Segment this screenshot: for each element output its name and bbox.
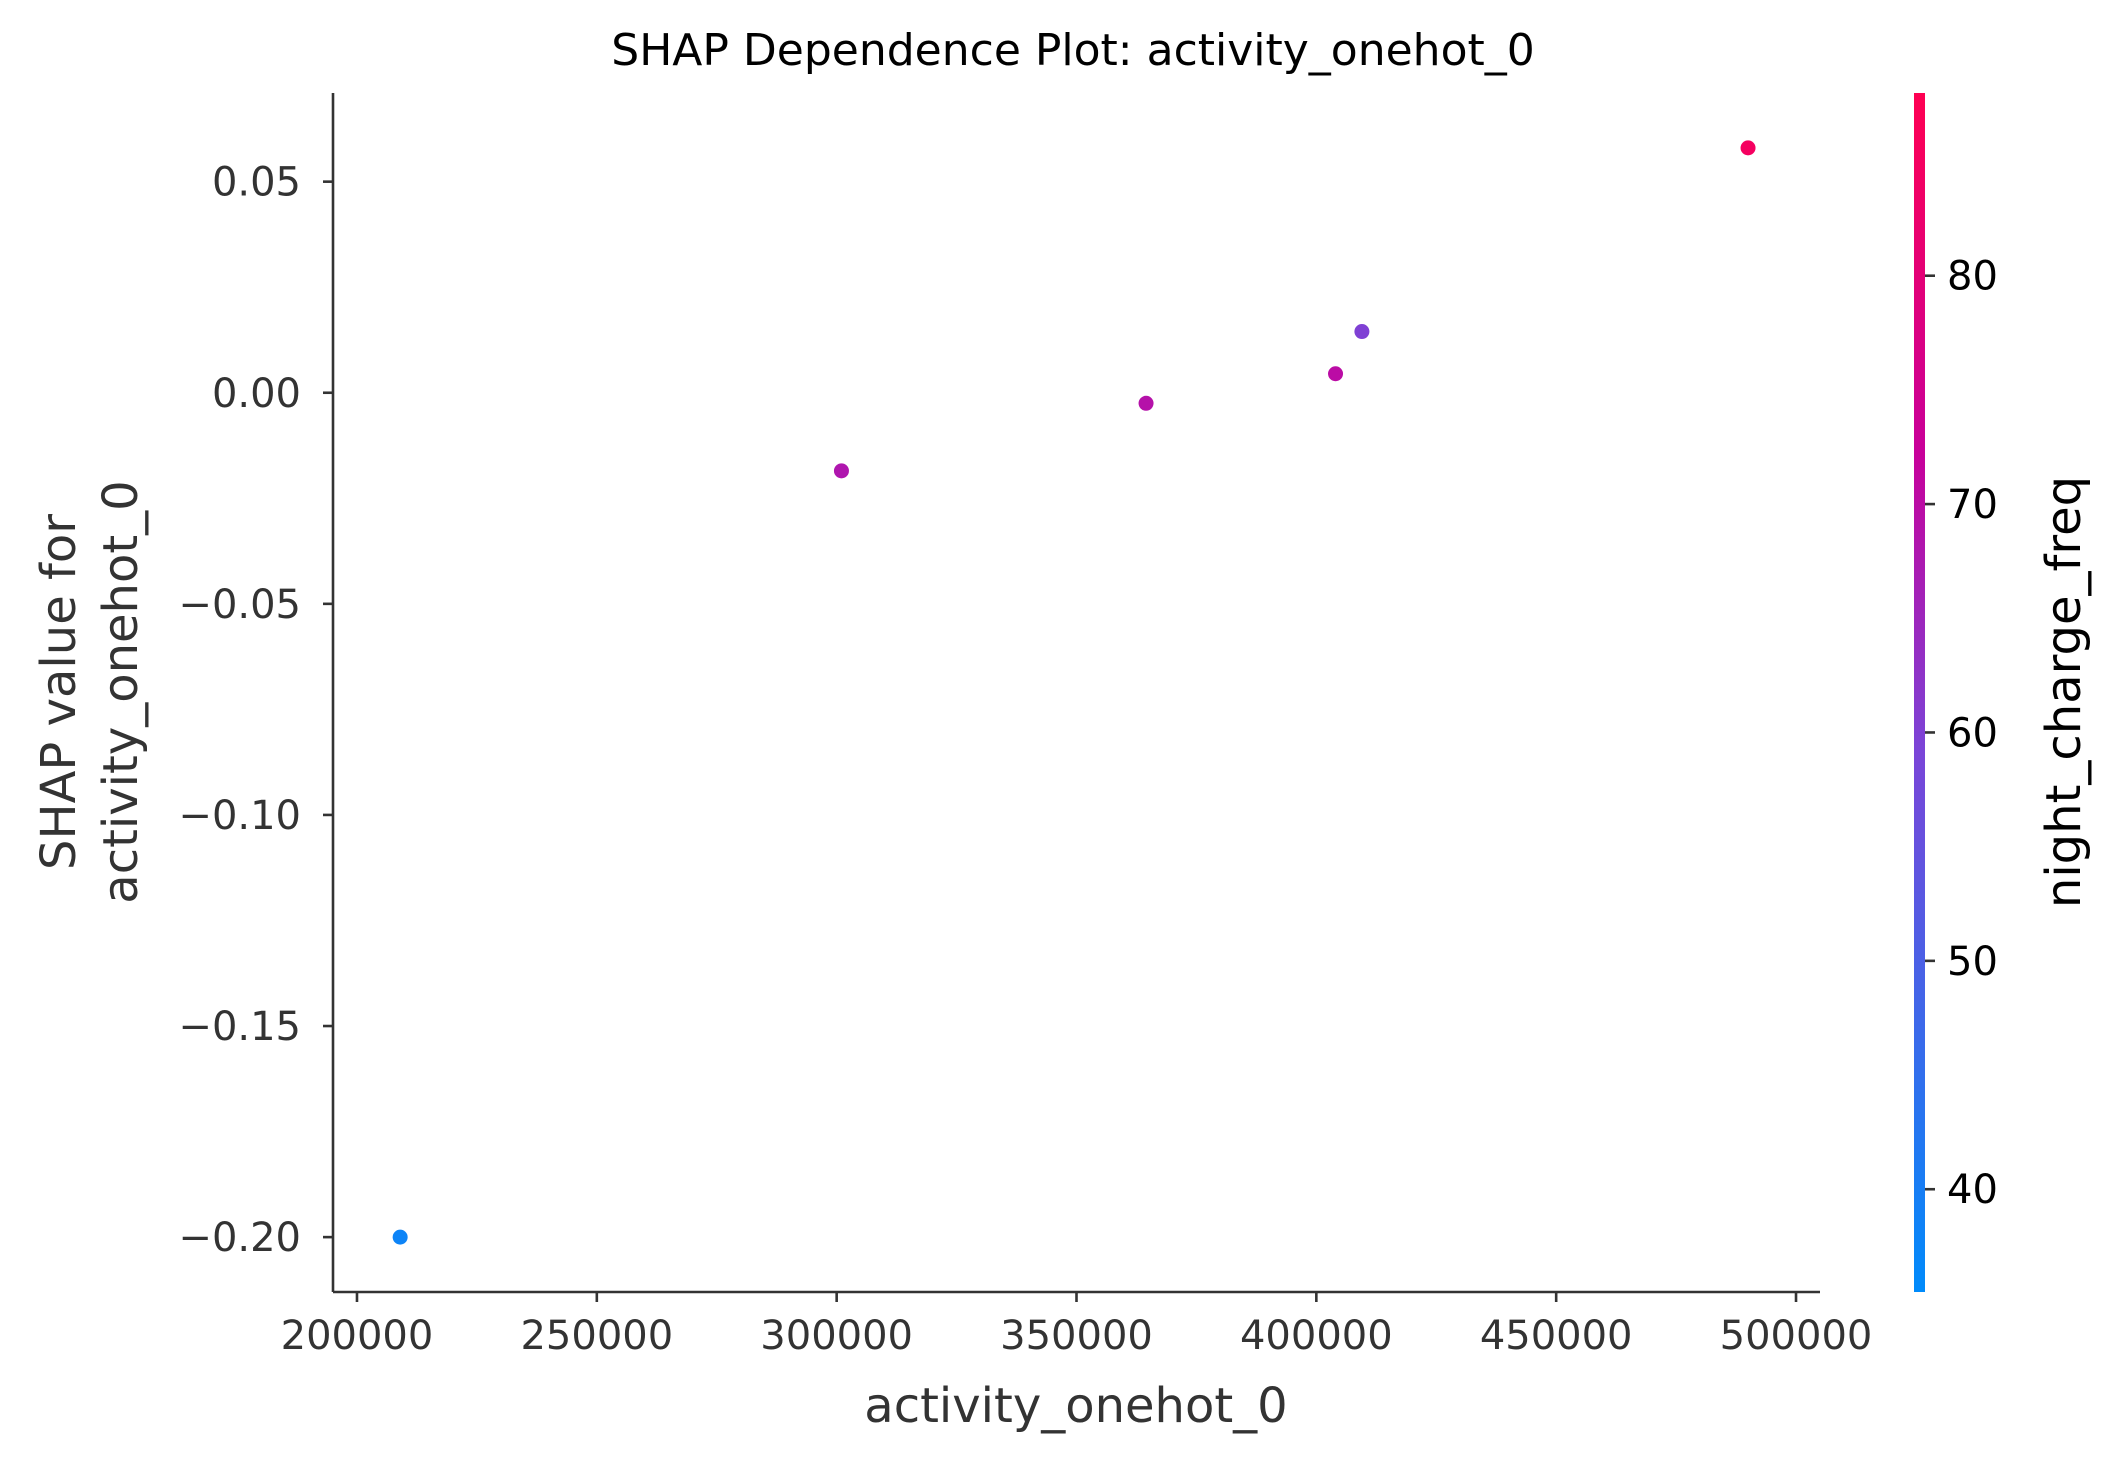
y-tick-label: −0.20 bbox=[178, 1215, 301, 1261]
x-tick-label: 200000 bbox=[281, 1313, 434, 1359]
y-tick-label: 0.00 bbox=[212, 371, 301, 417]
colorbar-tick-label: 60 bbox=[1947, 710, 1998, 756]
x-tick-label: 250000 bbox=[520, 1313, 673, 1359]
y-axis-label: SHAP value for activity_onehot_0 bbox=[31, 480, 149, 903]
colorbar-tick-label: 50 bbox=[1947, 939, 1998, 985]
colorbar-tick-label: 80 bbox=[1947, 254, 1998, 300]
colorbar-tick-label: 70 bbox=[1947, 482, 1998, 528]
x-tick-label: 500000 bbox=[1720, 1313, 1873, 1359]
y-tick-label: −0.15 bbox=[178, 1004, 301, 1050]
scatter-points bbox=[392, 140, 1756, 1245]
chart-title: SHAP Dependence Plot: activity_onehot_0 bbox=[611, 25, 1534, 76]
scatter-point bbox=[1354, 324, 1370, 340]
x-tick-label: 450000 bbox=[1480, 1313, 1633, 1359]
colorbar-tick-label: 40 bbox=[1947, 1167, 1998, 1213]
scatter-point bbox=[1740, 140, 1756, 156]
x-tick-label: 400000 bbox=[1240, 1313, 1393, 1359]
scatter-point bbox=[392, 1229, 408, 1245]
y-tick-label: 0.05 bbox=[212, 160, 301, 206]
y-tick-label: −0.10 bbox=[178, 793, 301, 839]
x-axis-ticks: 200000 250000 300000 350000 400000 450000 5000… bbox=[281, 1292, 1873, 1359]
colorbar bbox=[1914, 93, 1925, 1292]
x-axis-label: activity_onehot_0 bbox=[864, 1378, 1287, 1434]
y-axis-label-line-2: activity_onehot_0 bbox=[93, 480, 149, 903]
scatter-point bbox=[833, 463, 849, 479]
colorbar-label: night_charge_freq bbox=[2036, 476, 2092, 908]
scatter-point bbox=[1138, 395, 1154, 411]
y-axis-ticks: 0.05 0.00 −0.05 −0.10 −0.15 −0.20 bbox=[178, 160, 333, 1261]
y-tick-label: −0.05 bbox=[178, 582, 301, 628]
y-axis-label-line-1: SHAP value for bbox=[31, 514, 87, 870]
x-tick-label: 300000 bbox=[760, 1313, 913, 1359]
colorbar-ticks: 40 50 60 70 80 bbox=[1925, 254, 1998, 1213]
scatter-point bbox=[1328, 366, 1344, 382]
x-tick-label: 350000 bbox=[1000, 1313, 1153, 1359]
